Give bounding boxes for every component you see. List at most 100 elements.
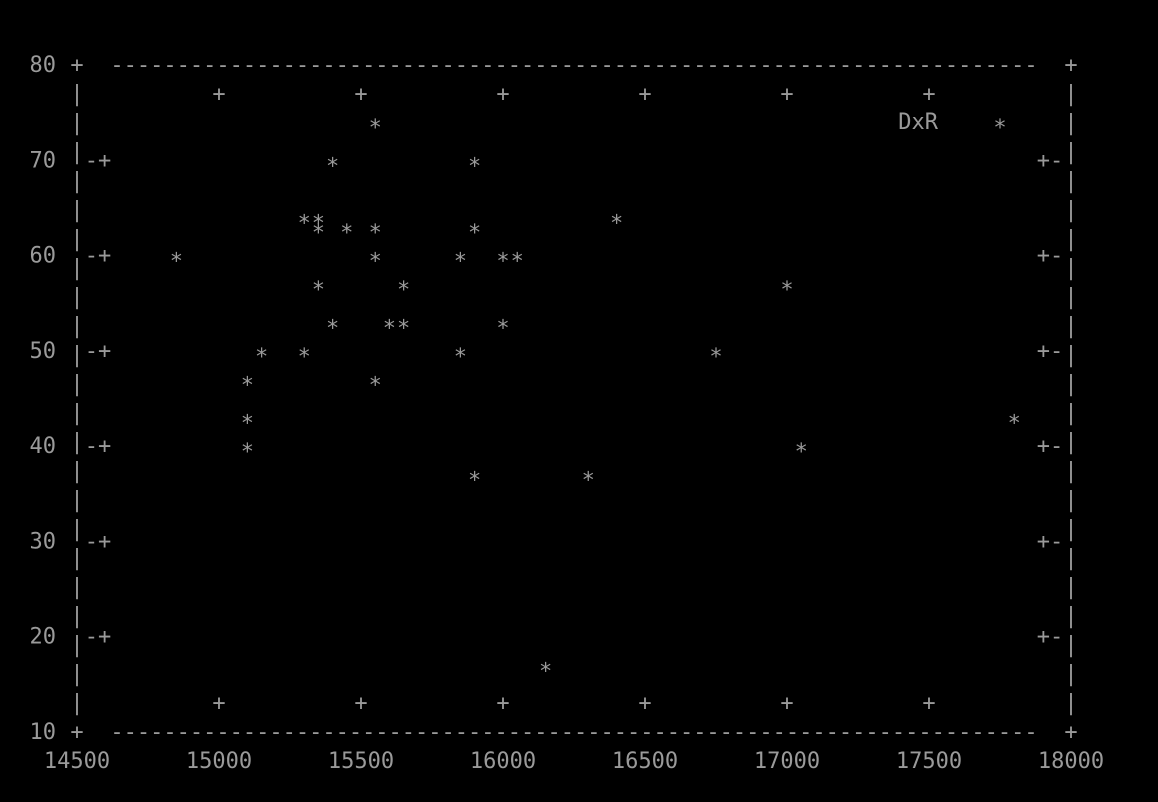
right-border: | [1064,517,1077,542]
right-border: | [1064,140,1077,165]
data-point: * [298,345,311,370]
x-tick-mark-bottom: + [638,691,651,716]
data-point: * [340,221,353,246]
data-point: * [610,211,623,236]
left-border: | [70,82,83,107]
left-border: | [70,517,83,542]
y-axis-tick-labels: 10 20 30 40 50 60 70 80 [30,53,57,745]
left-border: | [70,343,83,368]
x-axis-tick-labels: 14500 15000 15500 16000 16500 17000 17500 18000 [44,749,1104,774]
data-point: * [539,659,552,684]
x-tick-label: 16000 [470,749,536,774]
data-point: * [1008,412,1021,437]
right-border: | [1064,314,1077,339]
x-tick-mark-bottom: + [354,691,367,716]
right-border: | [1064,430,1077,455]
x-tick-mark-top: + [212,82,225,107]
data-point: * [369,116,382,141]
data-point: * [468,221,481,246]
data-point: * [369,373,382,398]
x-tick-label: 18000 [1038,749,1104,774]
x-tick-mark-top: + [496,82,509,107]
y-tick-mark-right: +- [1037,148,1064,173]
y-tick-label: 50 [30,339,57,364]
y-tick-mark-left: -+ [85,148,112,173]
data-point: * [312,211,325,236]
x-tick-label: 16500 [612,749,678,774]
left-border: | [70,662,83,687]
data-point: * [795,440,808,465]
y-tick-mark-right: +- [1037,434,1064,459]
left-border: | [70,604,83,629]
data-point: * [780,278,793,303]
x-tick-label: 17000 [754,749,820,774]
corner-plus: + [1064,53,1077,78]
right-border: | [1064,227,1077,252]
left-border: | [70,169,83,194]
data-point: * [312,221,325,246]
left-border: | [70,546,83,571]
x-tick-mark-top: + [922,82,935,107]
left-border: | [70,227,83,252]
x-tick-mark-top: + [780,82,793,107]
data-point: * [993,116,1006,141]
right-border: | [1064,488,1077,513]
y-tick-label: 30 [30,529,57,554]
data-point: * [397,278,410,303]
left-border: | [70,691,83,716]
x-tick-mark-bottom: + [780,691,793,716]
right-border: | [1064,604,1077,629]
data-point: * [511,250,524,275]
x-tick-mark-top: + [354,82,367,107]
x-tick-label: 15000 [186,749,252,774]
data-point: * [709,345,722,370]
x-tick-label: 14500 [44,749,110,774]
data-point: * [369,221,382,246]
left-border: | [70,140,83,165]
right-border: | [1064,256,1077,281]
data-point: * [454,345,467,370]
y-tick-mark-right: +- [1037,625,1064,650]
data-point: * [397,316,410,341]
y-tick-mark-left: -+ [85,434,112,459]
left-border: | [70,633,83,658]
data-point: * [170,250,183,275]
right-border: | [1064,372,1077,397]
left-border: | [70,430,83,455]
left-border: | [70,198,83,223]
left-border: | [70,314,83,339]
data-point: * [468,154,481,179]
right-border: | [1064,198,1077,223]
left-border: | [70,488,83,513]
data-point: * [312,278,325,303]
y-tick-label: 40 [30,434,57,459]
y-tick-label: 20 [30,625,57,650]
plot-frame: ----------------------------------------… [70,53,1077,745]
y-tick-mark-left: -+ [85,244,112,269]
data-point: * [582,469,595,494]
right-border: | [1064,285,1077,310]
top-border: ----------------------------------------… [110,53,1037,78]
left-border: | [70,372,83,397]
y-tick-mark-left: -+ [85,529,112,554]
data-point: * [298,211,311,236]
left-border: | [70,575,83,600]
right-border: | [1064,575,1077,600]
left-border: | [70,111,83,136]
left-border: | [70,459,83,484]
left-border: | [70,285,83,310]
right-border: | [1064,111,1077,136]
data-points: * ** ** * ** * * ** * * * ** * ** * * ** * * ** ** ** ** ** [170,116,1021,684]
corner-plus: + [70,720,83,745]
corner-plus: + [70,53,83,78]
right-border: | [1064,343,1077,368]
right-border: | [1064,459,1077,484]
data-point: * [255,345,268,370]
y-tick-mark-left: -+ [85,339,112,364]
x-tick-mark-bottom: + [922,691,935,716]
y-tick-mark-right: +- [1037,244,1064,269]
data-point: * [454,250,467,275]
x-tick-mark-bottom: + [212,691,225,716]
right-border: | [1064,401,1077,426]
